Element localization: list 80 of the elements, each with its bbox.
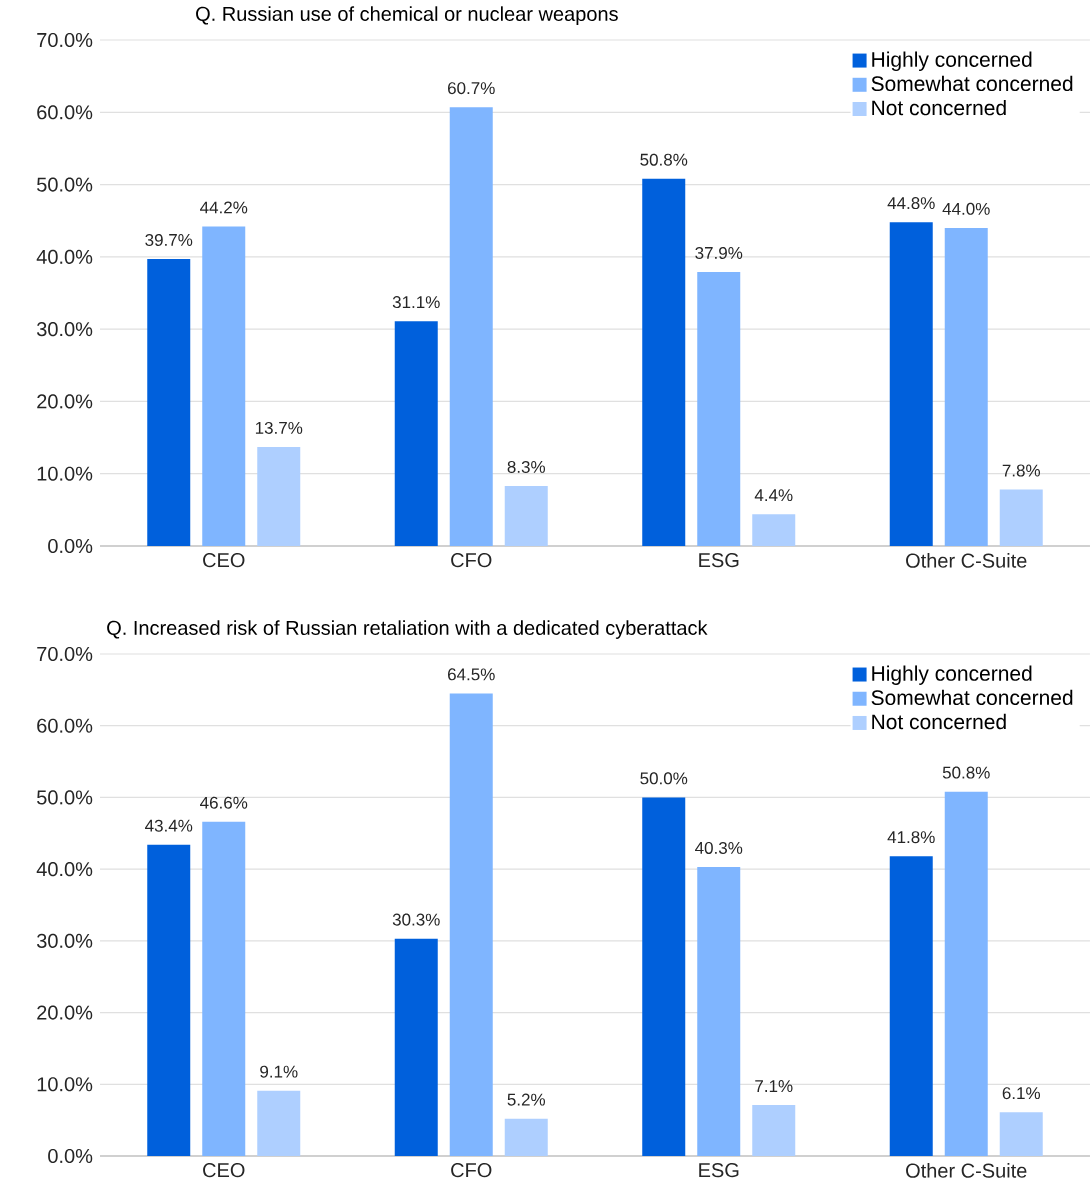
bar	[752, 1105, 796, 1156]
bar	[642, 797, 686, 1156]
y-tick-label: 50.0%	[37, 790, 93, 805]
bar	[999, 1112, 1043, 1156]
legend-label: Somewhat concerned	[871, 689, 1073, 706]
y-tick-label: 40.0%	[36, 249, 93, 264]
x-tick-label: ESG	[699, 553, 739, 568]
data-label: 8.3%	[507, 460, 546, 473]
y-tick-label: 30.0%	[36, 322, 93, 337]
y-tick-label: 0.0%	[48, 1148, 93, 1164]
y-tick-label: 10.0%	[37, 466, 93, 481]
bar	[449, 693, 493, 1156]
data-label: 4.4%	[754, 489, 793, 502]
bar	[449, 107, 493, 546]
data-label: 9.1%	[260, 1065, 298, 1078]
data-label: 5.2%	[507, 1093, 546, 1106]
bar	[504, 1118, 548, 1156]
bar	[257, 446, 301, 546]
legend-label: Somewhat concerned	[871, 75, 1073, 92]
x-tick-label: CEO	[203, 553, 245, 568]
y-tick-label: 70.0%	[37, 32, 93, 48]
data-label: 37.9%	[695, 246, 743, 259]
data-label: 39.7%	[145, 233, 193, 246]
bar	[944, 227, 988, 546]
legend-label: Not concerned	[872, 713, 1006, 730]
x-tick-label: CFO	[451, 553, 492, 568]
data-label: 50.8%	[942, 766, 990, 779]
data-label: 41.8%	[887, 831, 935, 844]
bar	[257, 1090, 301, 1156]
data-label: 44.8%	[887, 197, 935, 210]
y-tick-label: 40.0%	[36, 862, 93, 877]
bar	[889, 222, 933, 546]
data-label: 13.7%	[255, 421, 303, 434]
y-tick-label: 10.0%	[37, 1077, 93, 1092]
y-tick-label: 50.0%	[37, 177, 93, 192]
y-tick-label: 0.0%	[48, 538, 93, 554]
bar	[504, 486, 548, 546]
x-tick-label: CFO	[451, 1163, 492, 1178]
bar	[642, 178, 686, 546]
bar	[752, 514, 796, 546]
bar	[394, 321, 438, 546]
data-label: 50.0%	[640, 772, 688, 785]
bar	[202, 226, 246, 546]
x-tick-label: Other C-Suite	[906, 553, 1027, 568]
data-label: 64.5%	[448, 668, 495, 681]
data-label: 50.8%	[640, 153, 688, 166]
data-label: 31.1%	[392, 296, 440, 309]
legend-label: Highly concerned	[872, 51, 1032, 72]
bar	[889, 856, 933, 1156]
y-tick-label: 60.0%	[37, 105, 93, 120]
data-label: 44.2%	[200, 201, 248, 214]
x-tick-label: Other C-Suite	[906, 1163, 1027, 1178]
data-label: 40.3%	[695, 841, 743, 854]
y-tick-label: 60.0%	[37, 718, 93, 733]
data-label: 7.8%	[1002, 464, 1041, 477]
data-label: 7.1%	[755, 1080, 793, 1093]
data-label: 44.0%	[942, 202, 990, 215]
data-label: 30.3%	[392, 913, 440, 926]
bar	[394, 938, 438, 1156]
data-label: 6.1%	[1002, 1087, 1041, 1100]
bar	[147, 259, 191, 546]
y-tick-label: 20.0%	[37, 1005, 93, 1020]
legend-label: Highly concerned	[872, 665, 1032, 685]
data-label: 43.4%	[145, 819, 193, 832]
bar	[999, 489, 1043, 546]
bar	[697, 866, 741, 1156]
data-label: 46.6%	[200, 796, 248, 809]
chart-title: Q. Increased risk of Russian retaliation with a dedicated cyberattack	[107, 620, 708, 639]
bar	[147, 844, 191, 1156]
y-tick-label: 70.0%	[37, 646, 93, 662]
chart-title: Q. Russian use of chemical or nuclear weapons	[196, 6, 618, 25]
x-tick-label: ESG	[699, 1163, 739, 1178]
bar	[202, 821, 246, 1156]
x-tick-label: CEO	[203, 1163, 245, 1178]
legend-label: Not concerned	[872, 99, 1006, 116]
bar	[944, 791, 988, 1156]
y-tick-label: 20.0%	[37, 394, 93, 409]
y-tick-label: 30.0%	[36, 933, 93, 948]
bar	[697, 272, 741, 546]
data-label: 60.7%	[448, 82, 495, 95]
